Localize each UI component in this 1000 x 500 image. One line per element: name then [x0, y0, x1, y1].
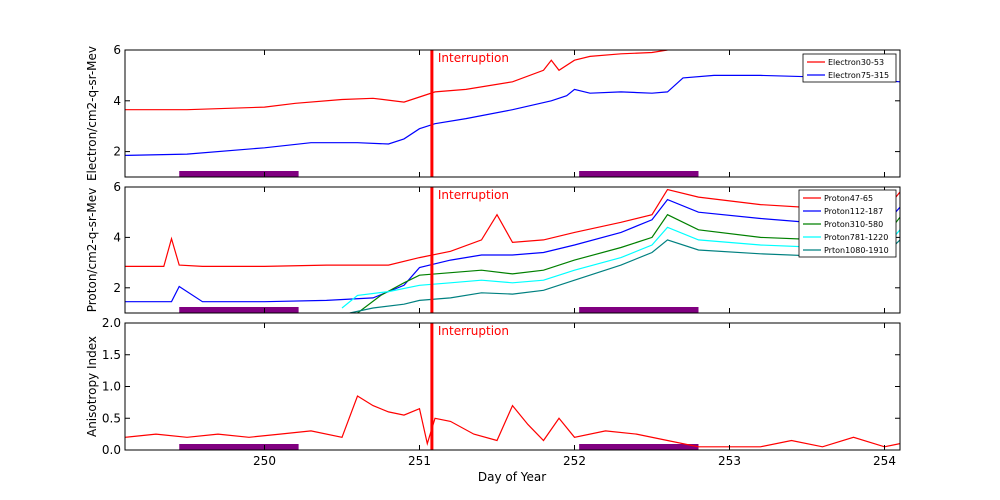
interval-bar-1 [179, 444, 299, 450]
legend-label: Proton47-65 [824, 194, 873, 203]
x-tick-label: 253 [718, 454, 741, 468]
legend-label: Proton310-580 [824, 220, 883, 229]
legend-label: Proton112-187 [824, 207, 883, 216]
y-tick-label: 2 [113, 145, 121, 159]
interruption-label: Interruption [438, 51, 509, 65]
y-tick-label: 1.5 [102, 348, 121, 362]
x-tick-label: 250 [253, 454, 276, 468]
series-line-electron75-315 [125, 74, 900, 156]
x-tick-label: 251 [408, 454, 431, 468]
series-line-proton47-65 [125, 188, 900, 267]
series-line-anisotropy [125, 395, 900, 448]
series-line-prton1080-1910 [349, 239, 900, 313]
interval-bar-1 [179, 171, 299, 177]
interval-bar-2 [579, 444, 699, 450]
y-tick-label: 6 [113, 43, 121, 57]
y-tick-label: 1.0 [102, 380, 121, 394]
interruption-label: Interruption [438, 324, 509, 338]
y-tick-label: 2.0 [102, 316, 121, 330]
y-axis-label-anisotropy: Anisotropy Index [85, 336, 99, 437]
panel-electron-frame [124, 49, 901, 178]
legend-label: Electron30-53 [828, 58, 884, 67]
series-line-proton112-187 [125, 198, 900, 303]
y-tick-label: 6 [113, 180, 121, 194]
legend-box [802, 53, 897, 83]
x-axis-label: Day of Year [478, 470, 546, 484]
series-line-electron30-53 [125, 50, 668, 111]
y-tick-label: 0.0 [102, 443, 121, 457]
y-axis-label-proton: Proton/cm2-q-sr-Mev [85, 188, 99, 313]
legend-label: Prton1080-1910 [824, 246, 889, 255]
interval-bar-2 [579, 307, 699, 313]
panel-electron-plot-area [125, 50, 900, 177]
legend-label: Electron75-315 [828, 71, 889, 80]
panel-proton-plot-area [125, 187, 900, 313]
x-tick-label: 254 [873, 454, 896, 468]
interval-bar-1 [179, 307, 299, 313]
y-tick-label: 4 [113, 230, 121, 244]
y-tick-label: 4 [113, 94, 121, 108]
y-tick-label: 2 [113, 281, 121, 295]
y-tick-label: 0.5 [102, 411, 121, 425]
series-line-proton781-1220 [341, 226, 900, 309]
interval-bar-2 [579, 171, 699, 177]
panel-proton-frame [124, 186, 901, 314]
series-line-proton310-580 [357, 213, 900, 313]
y-axis-label-electron: Electron/cm2-q-sr-Mev [85, 46, 99, 181]
x-tick-label: 252 [563, 454, 586, 468]
interruption-label: Interruption [438, 188, 509, 202]
panel-anisotropy-plot-area [125, 323, 900, 450]
plot-layer: Interruption 2 4 6 Electron/cm2-q-sr-Mev Elec… [85, 43, 901, 468]
legend-label: Proton781-1220 [824, 233, 888, 242]
